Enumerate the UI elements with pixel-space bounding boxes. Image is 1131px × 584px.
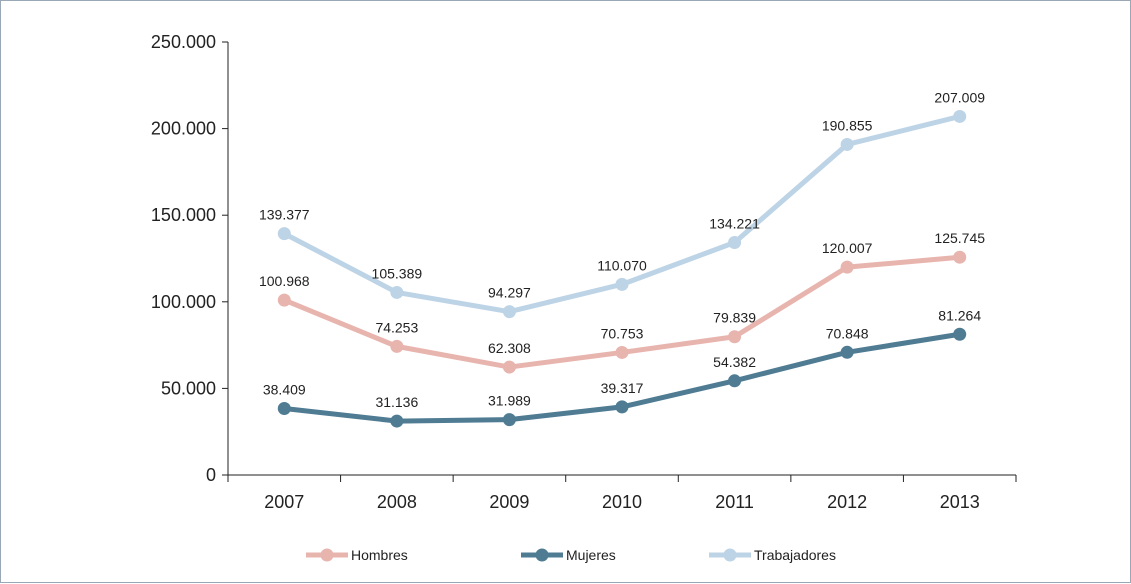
legend-label-hombres: Hombres [351,547,408,563]
data-point-trabajadores [840,137,854,151]
data-label-hombres: 125.745 [934,230,985,246]
x-tick-label: 2008 [377,492,417,512]
y-tick-label: 0 [206,465,216,485]
data-label-hombres: 74.253 [375,319,418,335]
data-label-mujeres: 70.848 [826,325,869,341]
data-point-mujeres [502,413,516,427]
data-label-mujeres: 31.136 [375,394,418,410]
chart-series [277,109,967,428]
data-point-hombres [728,330,742,344]
y-tick-label: 50.000 [161,378,216,398]
data-point-hombres [615,345,629,359]
legend-swatch-marker-mujeres [535,548,549,562]
y-tick-label: 150.000 [151,205,216,225]
y-tick-label: 250.000 [151,32,216,52]
data-label-hombres: 70.753 [601,325,644,341]
data-label-hombres: 79.839 [713,310,756,326]
x-tick-label: 2007 [264,492,304,512]
x-tick-label: 2011 [715,492,754,512]
data-point-trabajadores [615,277,629,291]
chart-data-labels: 100.968 74.253 62.308 70.753 79.839 120.007 12… [259,89,985,410]
data-point-mujeres [390,414,404,428]
y-tick-label: 100.000 [151,292,216,312]
data-point-trabajadores [502,305,516,319]
x-tick-label: 2013 [940,492,980,512]
data-label-trabajadores: 134.221 [709,216,760,232]
data-label-mujeres: 54.382 [713,354,756,370]
data-label-hombres: 120.007 [822,240,873,256]
data-label-mujeres: 81.264 [938,307,981,323]
legend-label-mujeres: Mujeres [566,547,616,563]
data-label-trabajadores: 94.297 [488,285,531,301]
data-label-trabajadores: 139.377 [259,207,310,223]
data-label-hombres: 100.968 [259,273,310,289]
x-tick-label: 2012 [827,492,867,512]
data-point-hombres [502,360,516,374]
data-label-hombres: 62.308 [488,340,531,356]
legend-label-trabajadores: Trabajadores [754,547,836,563]
data-label-trabajadores: 110.070 [597,257,647,273]
x-tick-label: 2010 [602,492,642,512]
data-label-mujeres: 38.409 [263,381,306,397]
data-label-mujeres: 31.989 [488,393,531,409]
data-label-mujeres: 39.317 [601,380,644,396]
data-point-mujeres [953,327,967,341]
legend-swatch-marker-trabajadores [723,548,737,562]
data-point-hombres [277,293,291,307]
chart-legend: Hombres Mujeres Trabajadores [306,547,836,563]
data-point-mujeres [840,345,854,359]
data-point-trabajadores [277,227,291,241]
y-tick-label: 200.000 [151,119,216,139]
data-label-trabajadores: 207.009 [934,89,985,105]
data-point-trabajadores [728,236,742,250]
data-label-trabajadores: 190.855 [822,117,873,133]
data-point-mujeres [615,400,629,414]
data-point-trabajadores [390,285,404,299]
data-point-hombres [390,339,404,353]
data-label-trabajadores: 105.389 [372,265,423,281]
data-point-hombres [840,260,854,274]
data-point-mujeres [728,374,742,388]
legend-swatch-marker-hombres [320,548,334,562]
data-point-hombres [953,250,967,264]
x-tick-label: 2009 [489,492,529,512]
chart-axes: 0 50.000 100.000 150.000 200.000 250.000 2007 2… [151,32,1017,512]
data-point-mujeres [277,401,291,415]
data-point-trabajadores [953,109,967,123]
